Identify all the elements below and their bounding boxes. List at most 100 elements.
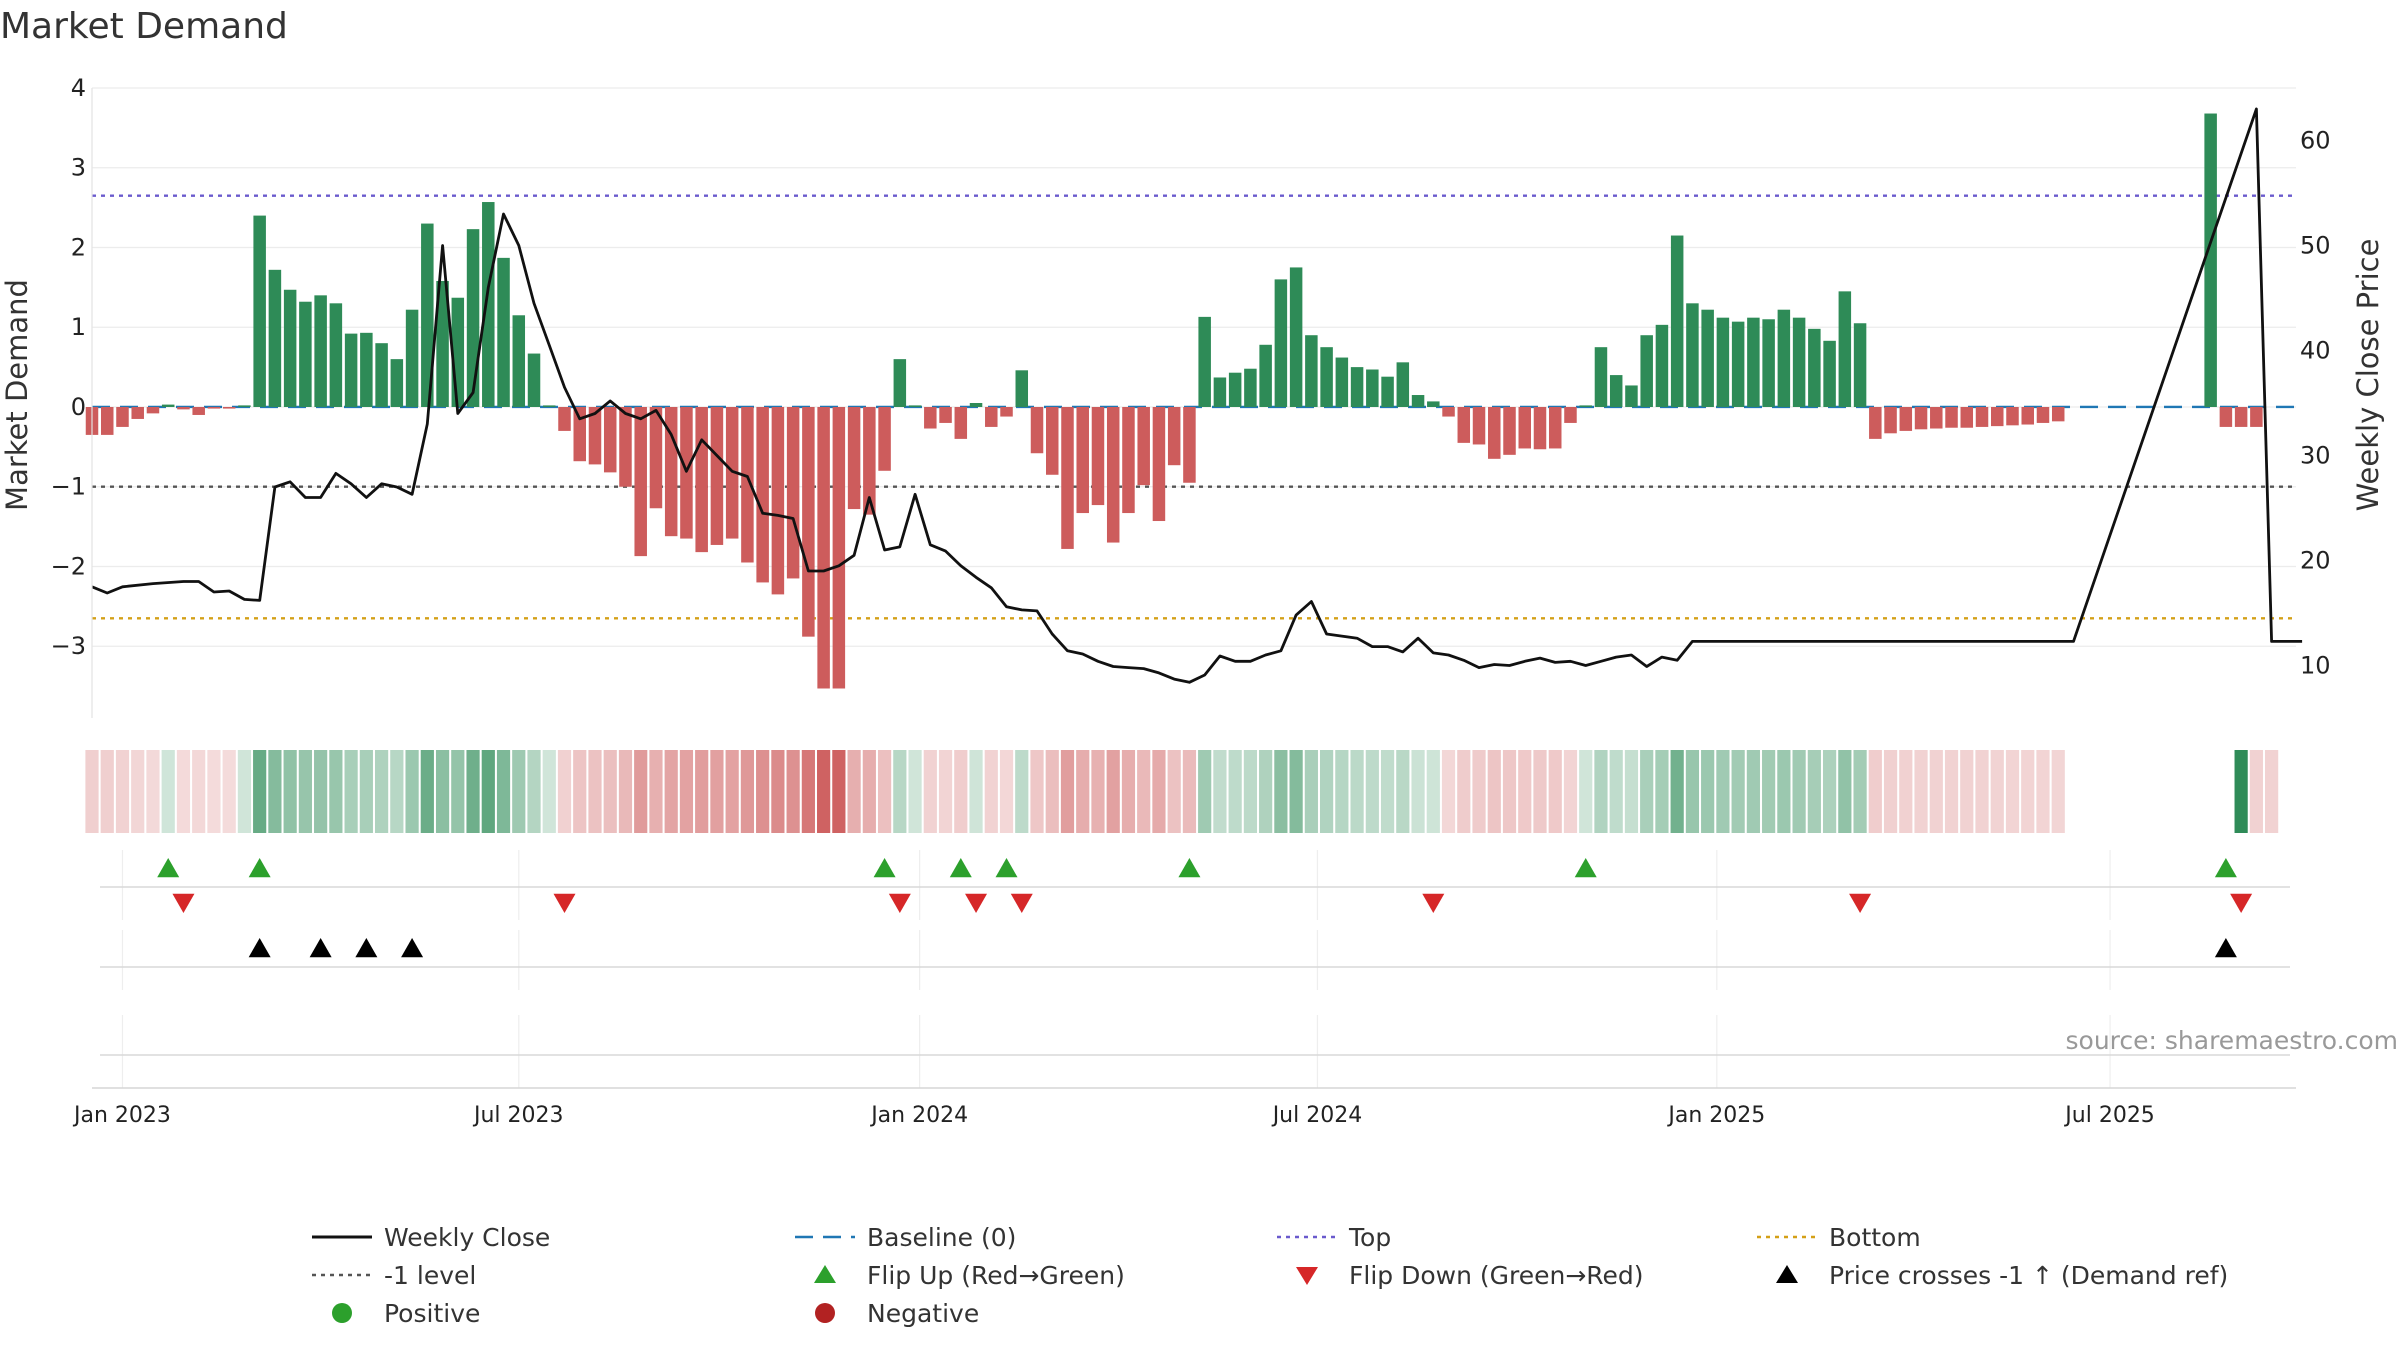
heat-cell — [1152, 750, 1166, 833]
legend-item-cross: Price crosses -1 ↑ (Demand ref) — [1776, 1261, 2228, 1290]
demand-bar-negative — [1884, 406, 1897, 434]
flip-up-marker — [1178, 858, 1201, 878]
demand-bar-negative — [878, 406, 891, 471]
heat-cell — [1106, 750, 1120, 833]
demand-bar-negative — [1152, 406, 1166, 522]
demand-bar-negative — [725, 406, 739, 539]
demand-bar-positive — [1396, 362, 1410, 407]
heat-cell — [2265, 750, 2279, 833]
heat-cell — [542, 750, 556, 833]
heat-cell — [1762, 750, 1776, 833]
demand-bar-negative — [680, 406, 693, 539]
demand-bar-negative — [1061, 406, 1074, 549]
heat-cell — [1746, 750, 1760, 833]
demand-bar-negative — [2006, 406, 2019, 426]
heat-cell — [176, 750, 191, 833]
heat-cell — [938, 750, 953, 833]
heat-cell — [2249, 750, 2263, 833]
heat-cell — [1030, 750, 1044, 833]
demand-bar-positive — [1701, 309, 1714, 407]
heat-cell — [1472, 750, 1486, 833]
demand-bar-negative — [100, 406, 114, 435]
demand-bar-positive — [375, 343, 388, 407]
heat-cell — [527, 750, 541, 833]
heat-cell — [1655, 750, 1669, 833]
demand-bar-negative — [817, 406, 830, 689]
legend-label: -1 level — [384, 1261, 476, 1290]
demand-bar-negative — [1076, 406, 1089, 514]
demand-bar-positive — [893, 359, 907, 407]
heat-cell — [1091, 750, 1105, 833]
heat-cell — [146, 750, 160, 833]
demand-bar-negative — [1442, 406, 1455, 417]
demand-bar-negative — [2234, 406, 2248, 427]
demand-bar-positive — [1655, 324, 1669, 407]
demand-bar-positive — [543, 405, 556, 407]
heat-cell — [222, 750, 236, 833]
x-tick-label: Jul 2024 — [1271, 1103, 1363, 1128]
heat-cell — [1609, 750, 1623, 833]
right-tick-label: 40 — [2300, 337, 2331, 365]
demand-bar-negative — [939, 406, 952, 423]
heat-cell — [786, 750, 800, 833]
demand-bar-positive — [1625, 385, 1638, 407]
heat-cell — [451, 750, 465, 833]
heat-cell — [1228, 750, 1242, 833]
demand-bar-negative — [588, 406, 602, 465]
demand-bar-negative — [847, 406, 861, 510]
demand-bar-positive — [1411, 395, 1425, 407]
demand-bar-positive — [1244, 368, 1257, 407]
heat-cell — [1304, 750, 1318, 833]
flip-up-marker — [873, 858, 896, 878]
heat-cell — [649, 750, 663, 833]
demand-bar-negative — [1564, 406, 1577, 423]
heat-cell — [1975, 750, 1989, 833]
left-tick-label: 3 — [71, 154, 86, 182]
flip-down-marker — [2230, 893, 2253, 913]
demand-bar-negative — [1091, 406, 1105, 506]
heat-cell — [1365, 750, 1379, 833]
close-line-layer — [91, 107, 2303, 684]
heat-cell — [1685, 750, 1700, 833]
demand-bar-negative — [2250, 406, 2263, 427]
flip-up-marker — [949, 858, 972, 878]
demand-bar-negative — [603, 406, 617, 473]
heat-cell — [1807, 750, 1821, 833]
demand-bar-negative — [1533, 406, 1547, 450]
legend-label: Bottom — [1829, 1223, 1921, 1252]
demand-bar-positive — [466, 229, 480, 407]
demand-bar-negative — [1899, 406, 1913, 431]
demand-bar-negative — [1488, 406, 1501, 459]
heat-cell — [2005, 750, 2020, 833]
legend: Weekly Close Baseline (0) Top Bottom -1 leve… — [312, 1223, 2228, 1328]
heat-cell — [314, 750, 328, 833]
legend-label: Positive — [384, 1299, 480, 1328]
heat-cell — [115, 750, 130, 833]
right-tick-label: 50 — [2300, 232, 2331, 260]
demand-bar-positive — [1731, 321, 1745, 407]
left-axis-label: Market Demand — [0, 279, 34, 511]
heat-cell — [832, 750, 846, 833]
legend-item-close: Weekly Close — [312, 1223, 550, 1252]
heat-cell — [1274, 750, 1288, 833]
heat-cell — [603, 750, 617, 833]
heat-cell — [908, 750, 922, 833]
heat-cell — [435, 750, 450, 833]
heat-cell — [618, 750, 633, 833]
flip-down-marker — [1422, 893, 1445, 913]
demand-bar-negative — [1945, 406, 1958, 428]
legend-item-top: Top — [1277, 1223, 1391, 1252]
heat-cell — [1320, 750, 1334, 833]
heat-cell — [1822, 750, 1837, 833]
heat-cell — [1076, 750, 1090, 833]
price-cross-marker — [2214, 938, 2237, 958]
heat-cell — [1411, 750, 1425, 833]
demand-bar-negative — [1869, 406, 1882, 439]
right-tick-label: 60 — [2300, 127, 2331, 155]
heat-cell — [1350, 750, 1364, 833]
heat-cell — [1777, 750, 1791, 833]
demand-bar-positive — [1259, 344, 1272, 407]
legend-label: Top — [1348, 1223, 1391, 1252]
demand-bar-positive — [1594, 347, 1608, 407]
